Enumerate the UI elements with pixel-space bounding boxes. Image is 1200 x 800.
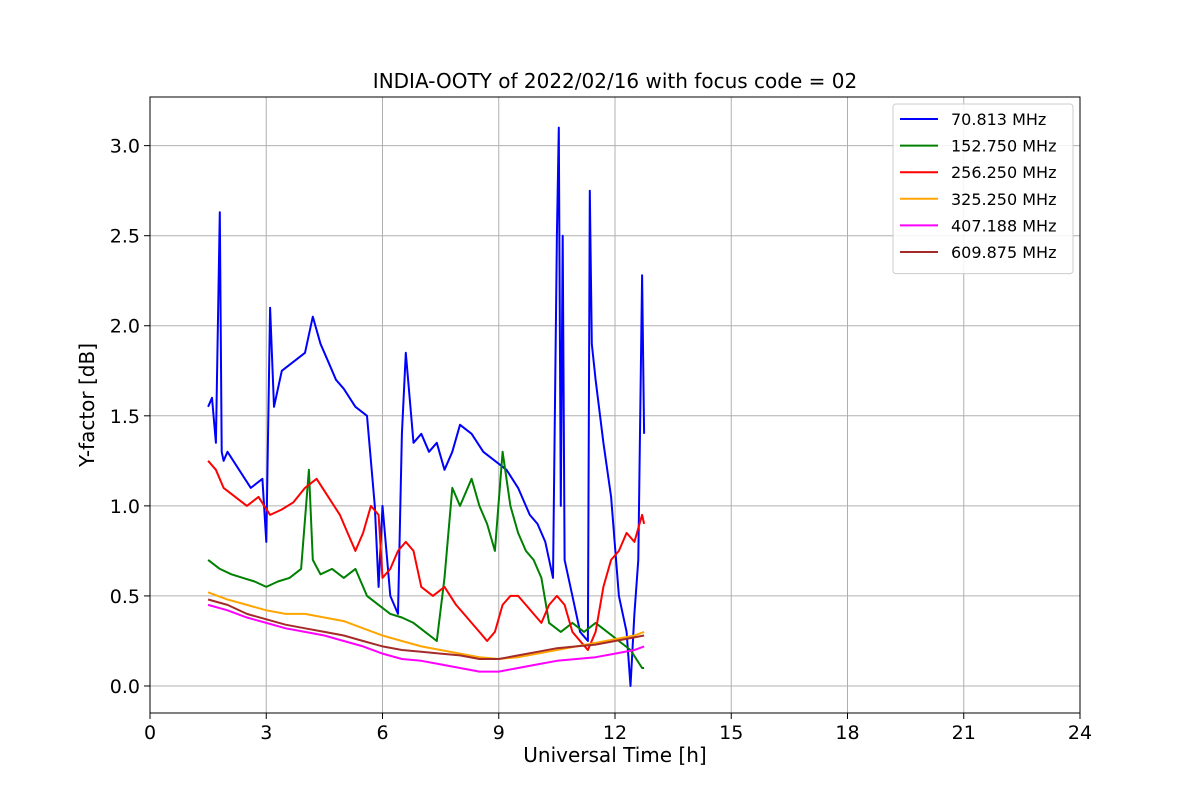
x-tick-label: 18: [835, 722, 859, 744]
x-tick-label: 3: [260, 722, 272, 744]
series-line-1: [207, 450, 645, 669]
series-line-4: [207, 603, 645, 673]
x-tick-label: 12: [603, 722, 627, 744]
x-axis-label: Universal Time [h]: [523, 743, 706, 767]
x-tick-label: 15: [719, 722, 743, 744]
legend-entry-label: 70.813 MHz: [951, 110, 1046, 129]
y-tick-label: 2.0: [110, 316, 140, 338]
y-axis: 0.0 0.5 1.0 1.5 2.0 2.5 3.0: [110, 136, 150, 698]
y-tick-label: 2.5: [110, 226, 140, 248]
y-tick-label: 1.0: [110, 496, 140, 518]
y-tick-label: 0.5: [110, 586, 140, 608]
x-tick-label: 9: [493, 722, 505, 744]
legend-entry-label: 325.250 MHz: [951, 190, 1056, 209]
legend: 70.813 MHz 152.750 MHz 256.250 MHz 325.250 …: [892, 103, 1074, 275]
x-tick-label: 21: [952, 722, 976, 744]
chart-title: INDIA-OOTY of 2022/02/16 with focus code…: [373, 69, 857, 93]
y-axis-label: Y-factor [dB]: [75, 343, 99, 468]
legend-entry-label: 152.750 MHz: [951, 137, 1056, 156]
legend-entry-label: 407.188 MHz: [951, 216, 1056, 235]
x-tick-label: 0: [144, 722, 156, 744]
legend-entry-label: 256.250 MHz: [951, 163, 1056, 182]
y-tick-label: 1.5: [110, 406, 140, 428]
x-axis: 0 3 6 9 12 15 18 21 24: [144, 713, 1092, 744]
x-tick-label: 24: [1068, 722, 1092, 744]
x-tick-label: 6: [376, 722, 388, 744]
y-tick-label: 0.0: [110, 676, 140, 698]
legend-entry-label: 609.875 MHz: [951, 243, 1056, 262]
grid: [149, 97, 1081, 713]
y-tick-label: 3.0: [110, 136, 140, 158]
series-line-5: [207, 598, 645, 660]
series-line-0: [207, 126, 646, 687]
plot-series: [207, 126, 646, 687]
